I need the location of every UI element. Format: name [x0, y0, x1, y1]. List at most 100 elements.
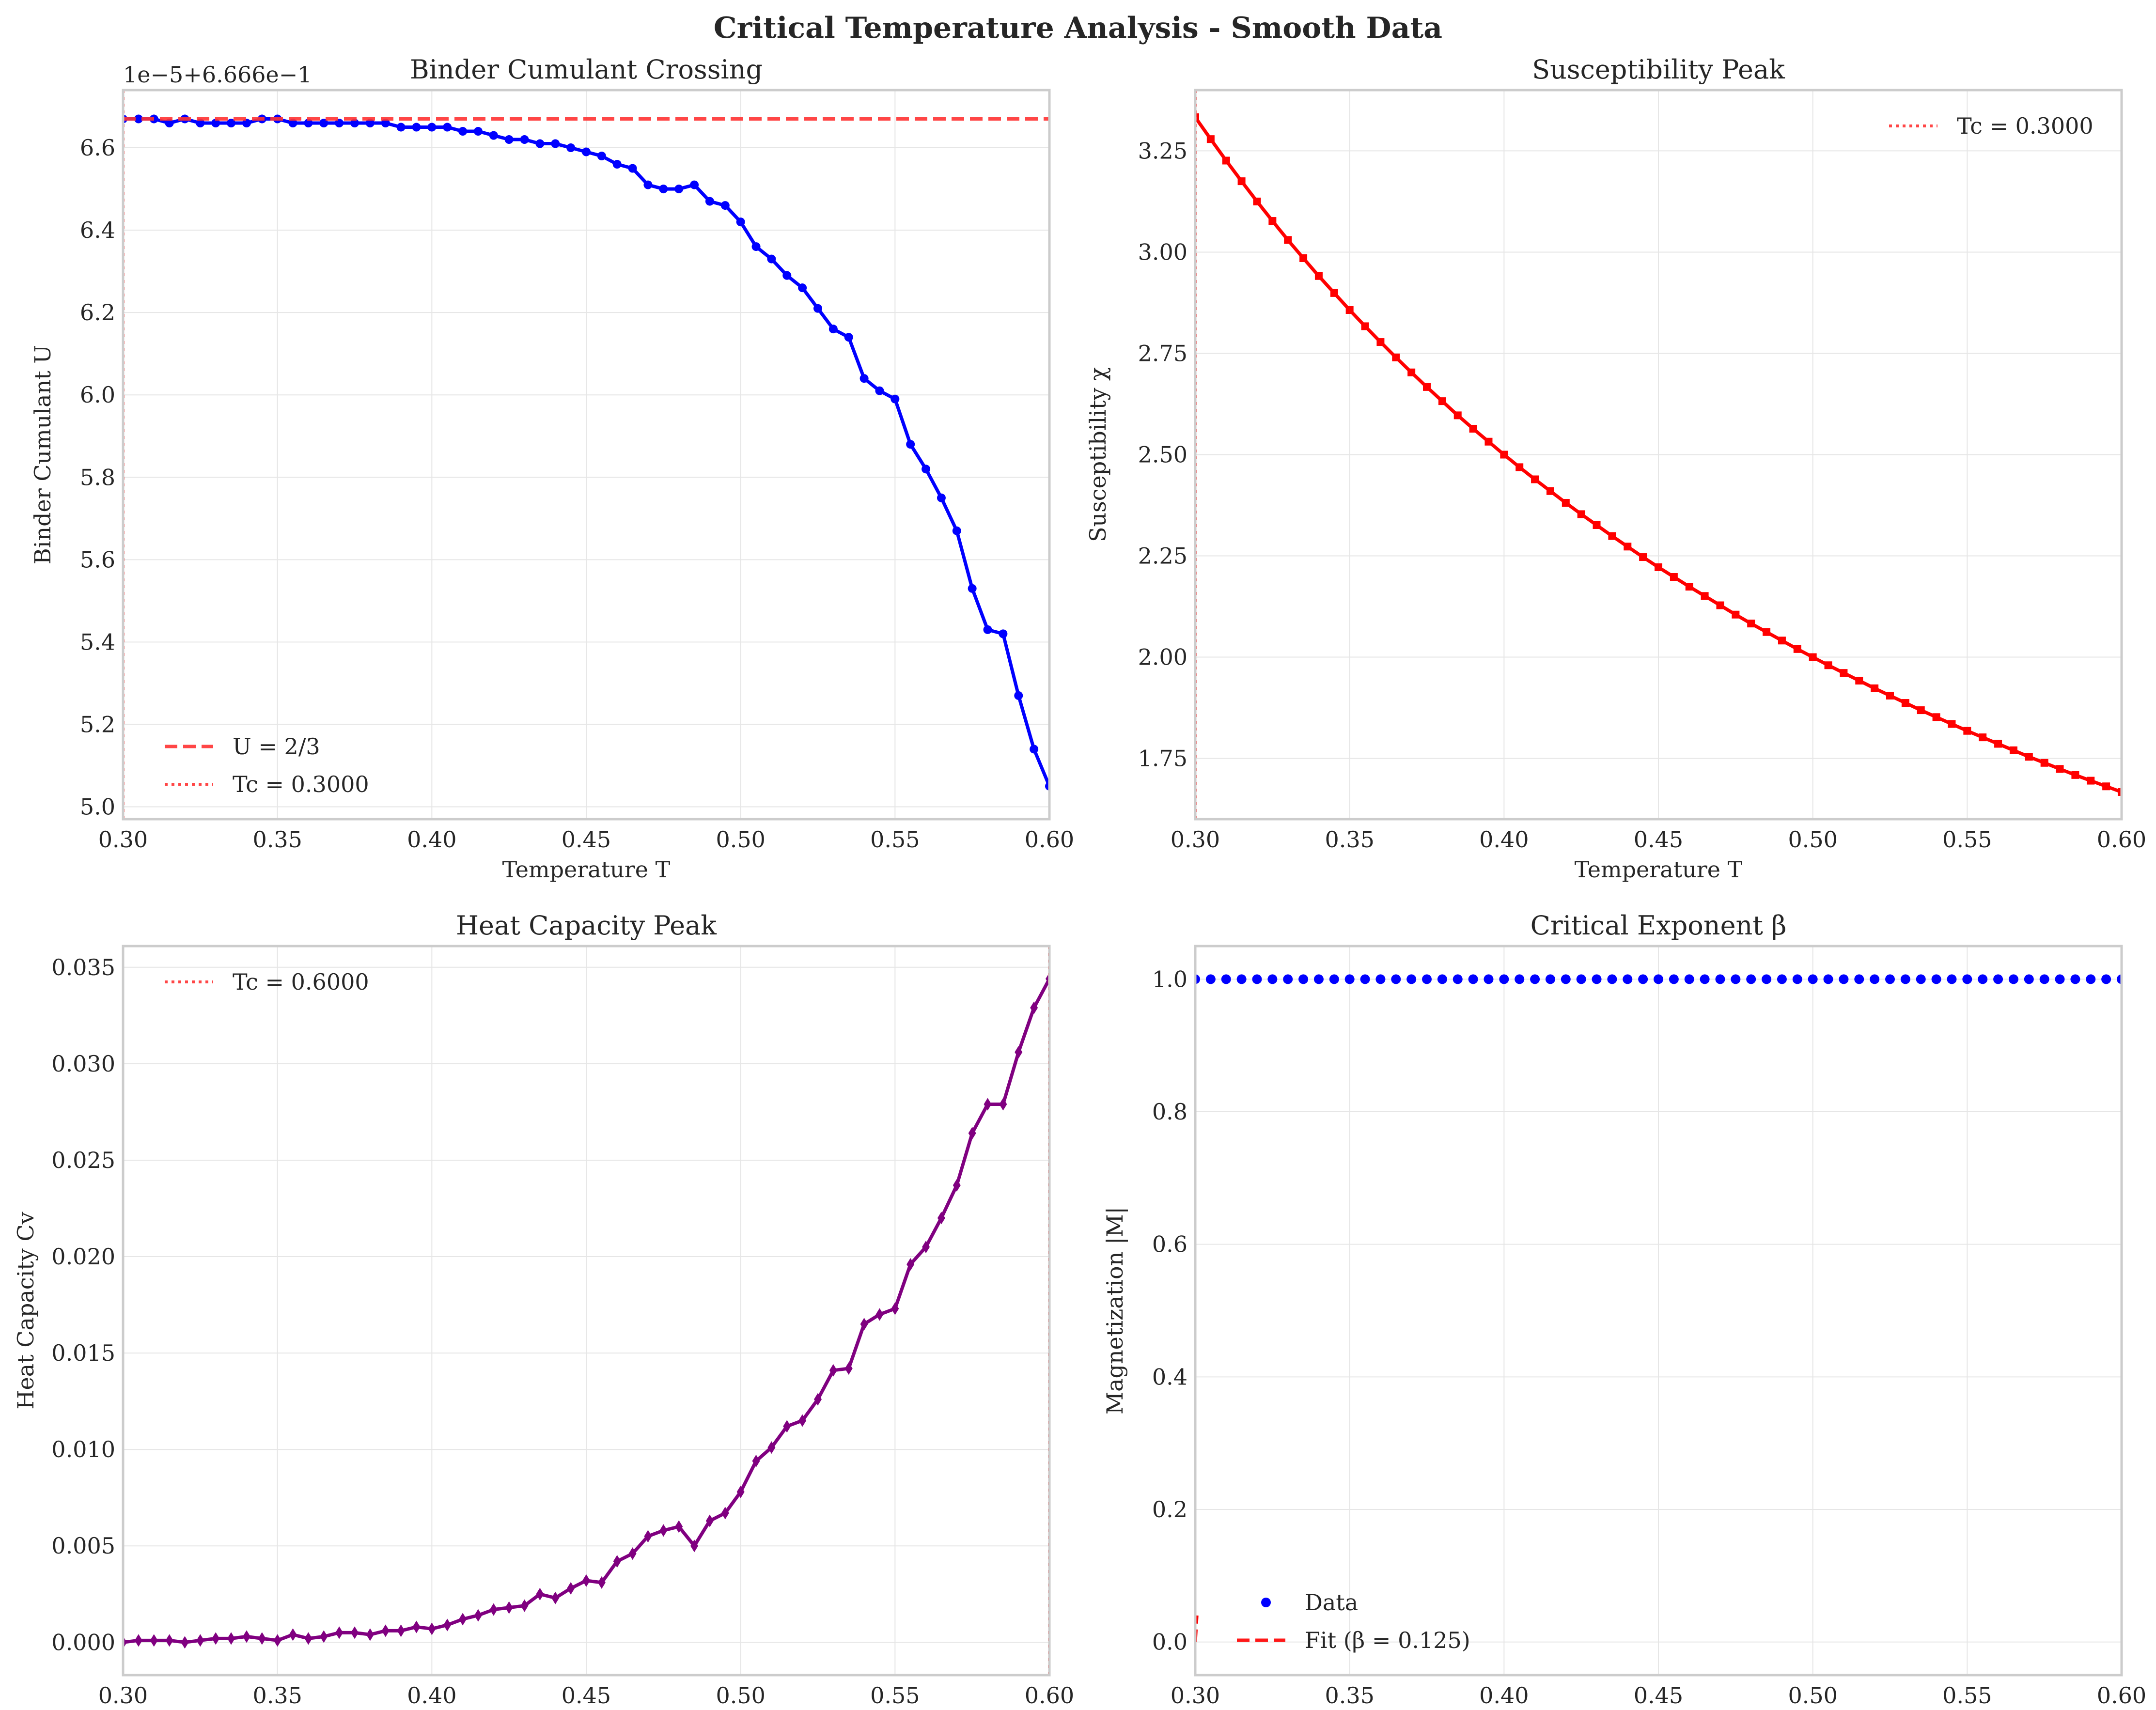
y-tick-label: 6.0 — [80, 382, 115, 408]
data-point — [922, 1241, 930, 1254]
data-point — [1423, 383, 1431, 391]
y-tick-label: 3.00 — [1138, 239, 1187, 265]
y-tick-label: 0.025 — [51, 1147, 115, 1173]
data-point — [1422, 974, 1432, 984]
data-point — [1314, 272, 1323, 280]
data-point — [1391, 974, 1401, 984]
data-point — [1453, 974, 1463, 984]
y-tick-label: 3.25 — [1138, 138, 1187, 164]
data-point — [983, 625, 992, 634]
data-point — [520, 1599, 529, 1612]
data-point — [1577, 510, 1585, 518]
data-point — [1361, 322, 1369, 330]
x-tick-label: 0.55 — [1942, 826, 1992, 853]
x-tick-label: 0.30 — [98, 1682, 148, 1709]
data-point — [2025, 753, 2033, 761]
y-tick-label: 0.000 — [51, 1629, 115, 1655]
data-point — [1468, 974, 1478, 984]
data-point — [1962, 974, 1972, 984]
data-point — [767, 1441, 776, 1454]
data-point — [2118, 788, 2122, 796]
y-tick-label: 2.75 — [1138, 340, 1187, 366]
legend-label: Fit (β = 0.125) — [1305, 1627, 1470, 1653]
data-point — [1499, 974, 1509, 984]
data-point — [1732, 610, 1740, 619]
data-point — [1545, 974, 1555, 984]
legend: U = 2/3 Tc = 0.3000 — [165, 733, 369, 797]
legend-label: Tc = 0.6000 — [233, 969, 369, 995]
data-point — [458, 127, 468, 136]
data-point — [1221, 974, 1231, 984]
data-point — [181, 1636, 189, 1649]
data-point — [1886, 691, 1894, 700]
data-point — [196, 119, 205, 128]
data-point — [289, 1628, 297, 1641]
data-point — [551, 139, 560, 148]
data-point — [751, 242, 761, 251]
y-tick-label: 6.2 — [80, 299, 115, 326]
data-point — [520, 135, 529, 144]
data-point — [1808, 974, 1818, 984]
data-point — [1438, 397, 1446, 405]
data-point — [351, 1626, 359, 1639]
x-tick-label: 0.60 — [2097, 1682, 2146, 1709]
data-point — [2056, 765, 2064, 773]
panel-title: Critical Exponent β — [1531, 910, 1787, 941]
data-point — [165, 119, 174, 128]
legend: Tc = 0.6000 — [165, 969, 369, 995]
data-point — [1809, 653, 1817, 661]
x-tick-label: 0.60 — [1025, 1682, 1074, 1709]
data-point — [675, 1520, 683, 1533]
x-tick-label: 0.40 — [1479, 826, 1529, 853]
data-point — [937, 493, 946, 502]
x-tick-label: 0.50 — [716, 1682, 765, 1709]
data-point — [1747, 620, 1755, 628]
data-point — [1854, 974, 1864, 984]
data-point — [984, 1098, 992, 1111]
x-axis-label: Temperature T — [502, 856, 671, 883]
data-point — [304, 1632, 312, 1645]
y-tick-label: 5.4 — [80, 629, 115, 655]
x-tick-label: 0.30 — [1171, 826, 1220, 853]
data-point — [798, 1414, 807, 1427]
data-point — [2070, 974, 2080, 984]
data-point — [1030, 745, 1039, 754]
data-point — [489, 1603, 498, 1616]
panel-2: 0.30 0.35 0.40 0.45 0.50 0.55 0.60 1.75 2.00 2.25… — [1085, 54, 2146, 883]
data-layer — [123, 90, 1049, 819]
y-tick-label: 6.4 — [80, 217, 115, 243]
data-point — [659, 1524, 668, 1537]
x-tick-label: 0.55 — [1942, 1682, 1992, 1709]
data-point — [1299, 254, 1308, 262]
data-point — [1931, 974, 1941, 984]
data-point — [567, 1582, 575, 1595]
data-point — [459, 1613, 467, 1626]
x-tick-label: 0.60 — [1025, 826, 1074, 853]
x-tick-label: 0.40 — [407, 1682, 456, 1709]
data-point — [427, 123, 437, 132]
data-point — [2055, 974, 2065, 984]
data-point — [582, 1574, 590, 1587]
panel-title: Heat Capacity Peak — [456, 910, 717, 941]
data-point — [1762, 974, 1772, 984]
data-point — [1453, 411, 1462, 420]
data-point — [767, 254, 776, 264]
data-point — [2071, 771, 2079, 779]
data-point — [628, 164, 637, 173]
data-point — [1763, 628, 1771, 636]
data-point — [690, 180, 699, 189]
data-point — [829, 1364, 837, 1377]
data-point — [1608, 532, 1616, 540]
data-point — [1624, 543, 1632, 551]
data-point — [1392, 353, 1400, 361]
data-point — [1777, 974, 1787, 984]
data-point — [1607, 974, 1617, 984]
data-point — [412, 1620, 421, 1633]
x-tick-label: 0.45 — [1634, 1682, 1683, 1709]
y-tick-label: 0.8 — [1152, 1099, 1187, 1125]
data-point — [366, 1628, 374, 1641]
data-point — [613, 1555, 621, 1568]
data-point — [1236, 974, 1247, 984]
data-point — [288, 119, 297, 128]
data-point — [2040, 759, 2048, 767]
